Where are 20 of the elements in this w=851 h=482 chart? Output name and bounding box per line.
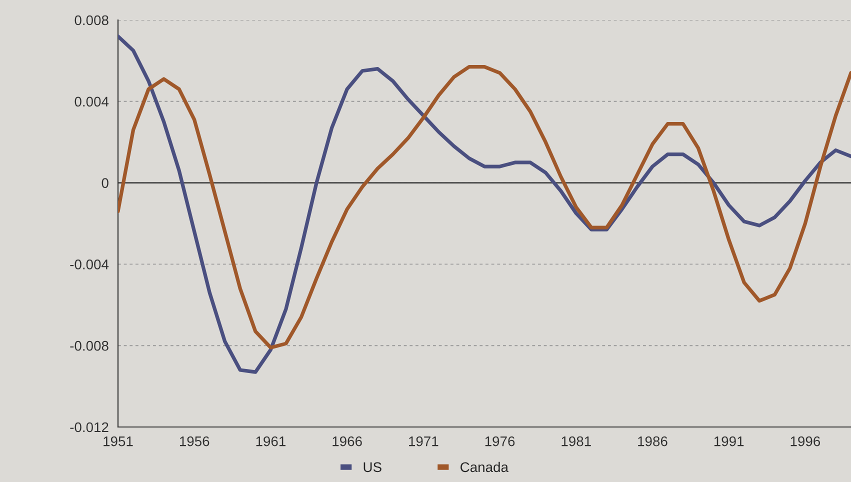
y-tick-label: 0 bbox=[102, 178, 108, 188]
x-tick-label: 1991 bbox=[714, 436, 744, 446]
y-tick-label: -0.008 bbox=[70, 340, 108, 351]
x-tick-label: 1986 bbox=[638, 436, 668, 446]
y-tick-label: -0.004 bbox=[70, 260, 109, 270]
x-tick-label: 1971 bbox=[409, 436, 438, 446]
x-tick-label: 1961 bbox=[256, 436, 286, 446]
x-tick-label: 1956 bbox=[180, 436, 210, 446]
y-tick-label: 0.004 bbox=[74, 96, 109, 107]
y-tick-label: 0.008 bbox=[74, 15, 108, 26]
x-tick-label: 1981 bbox=[562, 436, 591, 446]
x-tick-label: 1951 bbox=[104, 436, 133, 446]
x-tick-label: 1976 bbox=[485, 436, 515, 446]
line-series bbox=[118, 65, 851, 350]
legend-label: US bbox=[364, 462, 382, 472]
legend-label: Canada bbox=[460, 462, 508, 472]
line-series bbox=[118, 34, 851, 374]
x-tick-label: 1996 bbox=[790, 436, 820, 446]
x-tick-label: 1966 bbox=[332, 436, 362, 446]
y-tick-label: -0.012 bbox=[70, 422, 108, 432]
